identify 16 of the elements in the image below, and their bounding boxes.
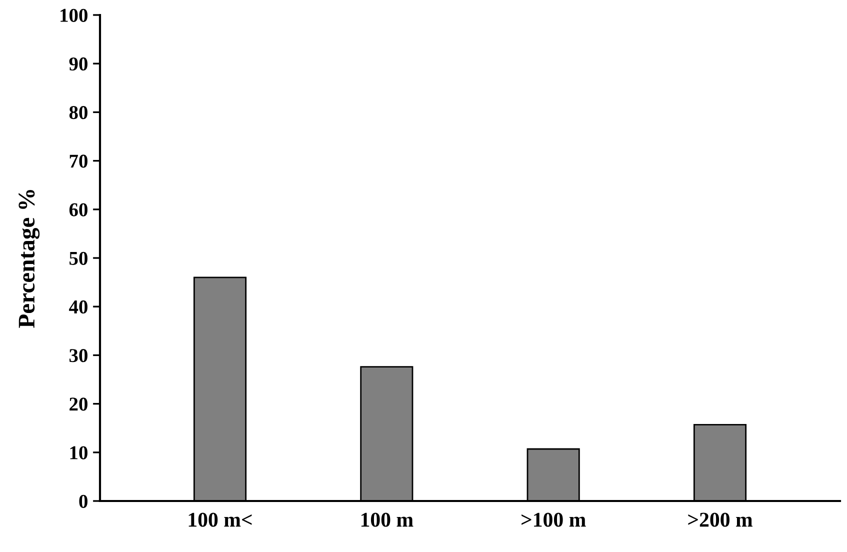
y-tick-label: 100	[60, 8, 88, 22]
y-tick-label: 50	[70, 252, 88, 265]
x-tick-label: 100 m	[361, 512, 414, 527]
y-tick-label: 20	[70, 398, 88, 411]
y-tick-label: 60	[69, 203, 88, 216]
y-tick-label: 30	[69, 349, 88, 362]
x-tick-label: >100 m	[522, 512, 586, 527]
y-tick-label: 40	[69, 300, 88, 314]
y-tick-label: 10	[70, 446, 88, 460]
y-axis-title: Percentage %	[18, 190, 40, 328]
x-tick-label: 100 m<	[188, 512, 252, 527]
y-tick-label: 80	[69, 106, 88, 120]
x-tick-label: >200 m	[688, 512, 752, 527]
y-tick-label: 0	[79, 494, 88, 508]
y-tick-label: 70	[70, 154, 88, 168]
y-tick-label: 90	[69, 57, 88, 71]
